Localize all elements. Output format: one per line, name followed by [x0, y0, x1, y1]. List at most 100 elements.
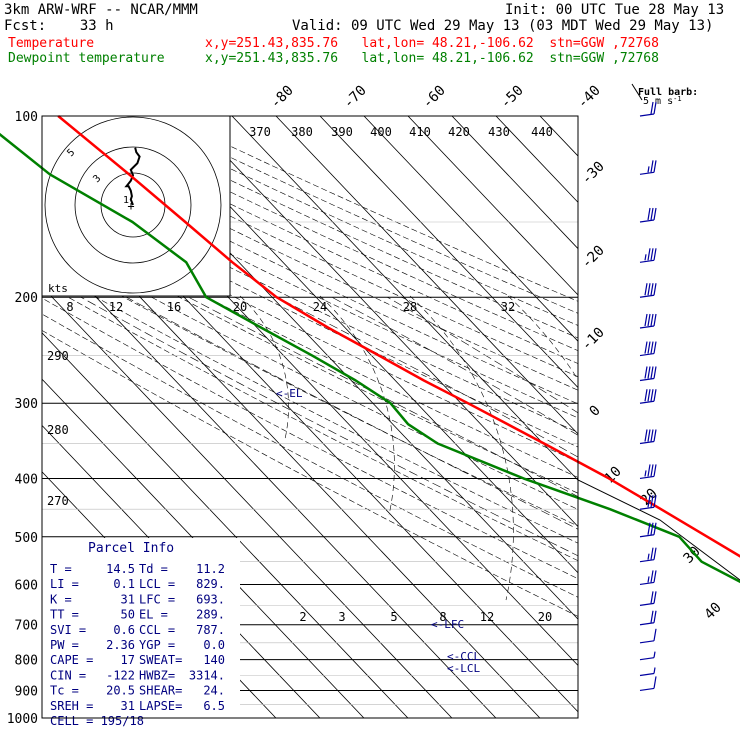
- theta-label: 280: [47, 423, 69, 437]
- isotherm-line: [42, 378, 365, 718]
- wind-barb: [639, 676, 657, 692]
- wind-panel-edge: [577, 116, 740, 581]
- parcel-param-value: 829.: [196, 577, 225, 591]
- hodograph-speed-label: 12: [109, 300, 123, 314]
- moist-adiabat-line: [80, 296, 578, 557]
- hodograph-ring: [44, 116, 222, 294]
- isotherm-label: 0: [587, 403, 604, 420]
- temperature-legend-label: Temperature: [8, 36, 95, 51]
- pressure-label: 1000: [7, 712, 38, 727]
- pressure-label: 300: [15, 397, 38, 412]
- valid-time: Valid: 09 UTC Wed 29 May 13 (03 MDT Wed …: [292, 18, 714, 34]
- mixing-ratio-label: 3: [338, 610, 345, 624]
- hodograph-speed-label: 24: [313, 300, 327, 314]
- isotherm-label: 30: [681, 544, 704, 567]
- dewpoint-trace: [0, 132, 740, 584]
- parcel-param-value: 31: [121, 699, 135, 713]
- isotherm-label: -20: [579, 243, 608, 272]
- lcl-annotation: <-LCL: [447, 662, 480, 675]
- isotherm-line: [42, 239, 497, 718]
- parcel-info-box: [42, 538, 240, 718]
- parcel-param-value: 50: [121, 608, 135, 622]
- mixing-ratio-label: 8: [439, 610, 446, 624]
- parcel-param-value: 0.6: [113, 623, 135, 637]
- moist-adiabat-line: [387, 296, 578, 414]
- hodograph-speed-arc: [507, 295, 578, 381]
- wind-barb: [639, 283, 657, 298]
- wind-barb: [639, 341, 657, 357]
- theta-label: 440: [531, 125, 553, 139]
- mixing-ratio-label: 2: [299, 610, 306, 624]
- wind-barb: [639, 429, 657, 445]
- parcel-param-label: Td =: [139, 562, 168, 576]
- isotherm-label: -70: [341, 83, 370, 112]
- isotherm-line: [275, 116, 578, 435]
- wind-barbs: [639, 101, 657, 692]
- isotherm-line: [363, 116, 578, 342]
- parcel-param-value: -122: [106, 668, 135, 682]
- parcel-param-label: LCL =: [139, 577, 175, 591]
- model-title: 3km ARW-WRF -- NCAR/MMM: [4, 2, 198, 18]
- parcel-cell-motion: CELL = 195/18: [50, 714, 144, 728]
- parcel-param-label: YGP =: [139, 638, 175, 652]
- isotherm-line: [42, 285, 453, 718]
- wind-barb: [639, 101, 657, 117]
- temperature-trace: [57, 115, 740, 558]
- theta-label: 370: [249, 125, 271, 139]
- hodograph-trace: [124, 147, 141, 206]
- parcel-param-label: SREH =: [50, 699, 93, 713]
- parcel-param-value: 31: [121, 592, 135, 606]
- parcel-param-label: LAPSE=: [139, 699, 182, 713]
- isotherm-label: -80: [268, 83, 297, 112]
- theta-label: 390: [331, 125, 353, 139]
- wind-barb: [639, 547, 657, 563]
- isotherm-line: [42, 332, 409, 718]
- parcel-param-value: 6.5: [203, 699, 225, 713]
- parcel-param-value: 787.: [196, 623, 225, 637]
- hodograph-speed-arc: [409, 295, 514, 601]
- parcel-param-label: CAPE =: [50, 653, 93, 667]
- hodograph-unit-label: kts: [48, 282, 68, 295]
- wind-barb: [639, 628, 657, 644]
- parcel-param-value: 0.0: [203, 638, 225, 652]
- pressure-label: 600: [15, 578, 38, 593]
- mixing-ratio-label: 20: [538, 610, 552, 624]
- ccl-annotation: <-CCL: [447, 650, 480, 663]
- hodograph-ring-label: 1: [123, 195, 129, 206]
- isotherm-line: [407, 116, 578, 296]
- parcel-param-value: 11.2: [196, 562, 225, 576]
- parcel-info-title: Parcel Info: [88, 541, 174, 556]
- parcel-param-label: SWEAT=: [139, 653, 182, 667]
- hodograph-speed-label: 32: [501, 300, 515, 314]
- isotherm-line: [451, 116, 578, 250]
- barb-key-label: Full barb:: [638, 87, 698, 98]
- isotherm-label: -40: [575, 83, 604, 112]
- theta-label: 430: [488, 125, 510, 139]
- dewpoint-legend-info: x,y=251.43,835.76 lat,lon= 48.21,-106.62…: [205, 51, 659, 66]
- wind-barb: [639, 591, 657, 606]
- barb-key-icon: [631, 83, 643, 101]
- wind-barb: [639, 651, 656, 661]
- pressure-label: 700: [15, 619, 38, 634]
- parcel-param-label: LI =: [50, 577, 79, 591]
- parcel-param-label: SHEAR=: [139, 684, 182, 698]
- hodograph-speed-label: 16: [167, 300, 181, 314]
- parcel-param-label: K =: [50, 592, 72, 606]
- temperature-legend-info: x,y=251.43,835.76 lat,lon= 48.21,-106.62…: [205, 36, 659, 51]
- mixing-ratio-label: 5: [390, 610, 397, 624]
- isotherm-line: [584, 116, 740, 718]
- wind-barb: [639, 366, 657, 382]
- parcel-param-label: EL =: [139, 608, 168, 622]
- wind-barb: [639, 248, 657, 263]
- parcel-param-value: 24.: [203, 684, 225, 698]
- wind-barb: [639, 464, 657, 480]
- moist-adiabat-line: [276, 296, 578, 458]
- isotherm-label: -10: [579, 325, 608, 354]
- isotherm-label: -60: [420, 83, 449, 112]
- plot-frame: [41, 115, 579, 719]
- theta-label: 420: [448, 125, 470, 139]
- parcel-param-value: 0.1: [113, 577, 135, 591]
- parcel-param-label: CCL =: [139, 623, 175, 637]
